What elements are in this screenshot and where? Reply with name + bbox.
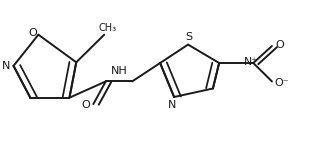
Text: O: O (28, 28, 37, 38)
Text: NH: NH (110, 66, 127, 76)
Text: N: N (2, 61, 10, 71)
Text: O: O (275, 40, 284, 50)
Text: N⁺: N⁺ (244, 57, 258, 67)
Text: S: S (185, 32, 192, 42)
Text: O⁻: O⁻ (274, 78, 289, 88)
Text: CH₃: CH₃ (98, 23, 116, 33)
Text: N: N (167, 101, 176, 111)
Text: O: O (81, 101, 90, 111)
